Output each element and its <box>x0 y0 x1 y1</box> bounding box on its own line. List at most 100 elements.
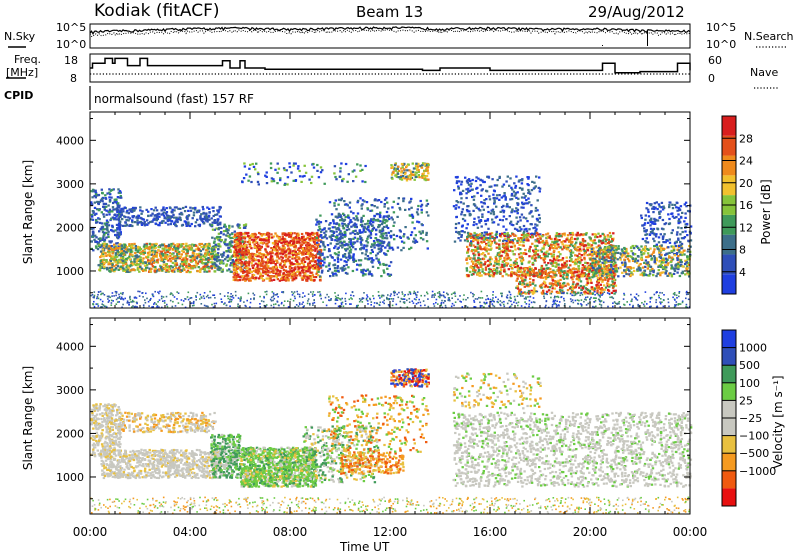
rti-cell <box>227 246 231 249</box>
rti-cell <box>505 251 508 254</box>
rti-cell <box>369 223 373 226</box>
rti-cell <box>113 265 116 268</box>
rti-cell <box>172 242 175 245</box>
rti-cell <box>181 258 185 261</box>
rti-cell <box>582 248 585 251</box>
rti-cell <box>328 248 331 251</box>
rti-cell <box>341 180 344 183</box>
rti-cell <box>538 217 541 220</box>
rti-cell <box>498 263 501 266</box>
rti-cell <box>128 224 131 227</box>
rti-cell <box>124 221 127 224</box>
rti-cell <box>488 198 492 201</box>
rti-cell <box>337 246 340 249</box>
rti-cell <box>317 176 321 179</box>
rti-cell <box>527 177 530 180</box>
rti-cell <box>307 277 310 280</box>
rti-cell <box>288 252 291 255</box>
rti-cell <box>122 207 125 210</box>
rti-cell <box>115 242 118 245</box>
rti-cell <box>582 268 586 271</box>
rti-cell <box>476 247 480 250</box>
rti-cell <box>215 213 219 216</box>
rti-cell <box>196 246 200 249</box>
rti-cell <box>335 274 338 277</box>
rti-cell <box>400 171 403 174</box>
rti-cell <box>290 243 293 246</box>
rti-cell <box>113 246 116 249</box>
rti-cell <box>215 255 218 258</box>
rti-cell <box>336 256 339 259</box>
rti-cell <box>333 263 337 266</box>
rti-cell <box>241 278 244 281</box>
rti-cell <box>248 239 251 242</box>
rti-cell <box>248 241 252 244</box>
rti-cell <box>294 259 298 262</box>
rti-cell <box>122 251 125 254</box>
rti-cell <box>240 241 243 244</box>
rti-cell <box>109 270 112 273</box>
rti-cell <box>474 262 478 265</box>
rti-cell <box>267 234 271 237</box>
rti-cell <box>139 252 143 255</box>
rti-cell <box>314 248 317 251</box>
rti-cell <box>123 245 126 248</box>
rti-cell <box>328 201 332 204</box>
rti-cell <box>516 191 519 194</box>
rti-cell <box>465 208 469 212</box>
rti-cell <box>176 243 179 246</box>
rti-cell <box>512 190 516 193</box>
rti-cell <box>274 274 278 278</box>
rti-cell <box>208 253 211 256</box>
rti-cell <box>318 250 321 253</box>
rti-cell <box>171 247 174 251</box>
rti-cell <box>258 231 261 235</box>
rti-cell <box>316 241 319 244</box>
rti-cell <box>402 174 405 178</box>
rti-cell <box>472 234 475 237</box>
rti-cell <box>175 247 178 250</box>
rti-cell <box>417 204 420 208</box>
rti-cell <box>515 207 518 210</box>
rti-cell <box>103 242 106 245</box>
rti-cell <box>98 200 101 204</box>
rti-cell <box>605 265 608 268</box>
rti-cell <box>151 265 155 268</box>
rti-cell <box>345 228 349 232</box>
rti-cell <box>564 244 567 247</box>
rti-cell <box>124 262 128 265</box>
rti-cell <box>381 227 384 230</box>
rti-cell <box>102 255 105 258</box>
rti-cell <box>405 175 408 179</box>
rti-cell <box>324 233 327 237</box>
rti-cell <box>107 230 110 233</box>
rti-cell <box>389 235 393 238</box>
rti-cell <box>311 264 314 267</box>
rti-cell <box>541 247 544 250</box>
rti-cell <box>304 252 308 255</box>
rti-cell <box>244 279 247 282</box>
rti-cell <box>101 244 105 247</box>
rti-cell <box>196 270 199 273</box>
rti-cell <box>480 240 483 243</box>
rti-cell <box>470 240 473 243</box>
rti-cell <box>316 252 320 255</box>
rti-cell <box>359 259 363 262</box>
rti-cell <box>490 185 493 188</box>
rti-cell <box>380 240 384 243</box>
rti-cell <box>267 241 271 244</box>
rti-cell <box>304 238 308 241</box>
rti-cell <box>135 257 138 260</box>
rti-cell <box>551 260 554 263</box>
rti-cell <box>515 196 518 199</box>
rti-cell <box>347 173 350 176</box>
rti-cell <box>214 246 217 249</box>
rti-cell <box>326 244 330 247</box>
rti-cell <box>310 271 314 274</box>
rti-cell <box>501 209 504 212</box>
rti-cell <box>267 238 270 241</box>
rti-cell <box>100 198 104 201</box>
rti-cell <box>200 242 204 246</box>
rti-cell <box>347 214 350 217</box>
rti-cell <box>487 271 491 274</box>
